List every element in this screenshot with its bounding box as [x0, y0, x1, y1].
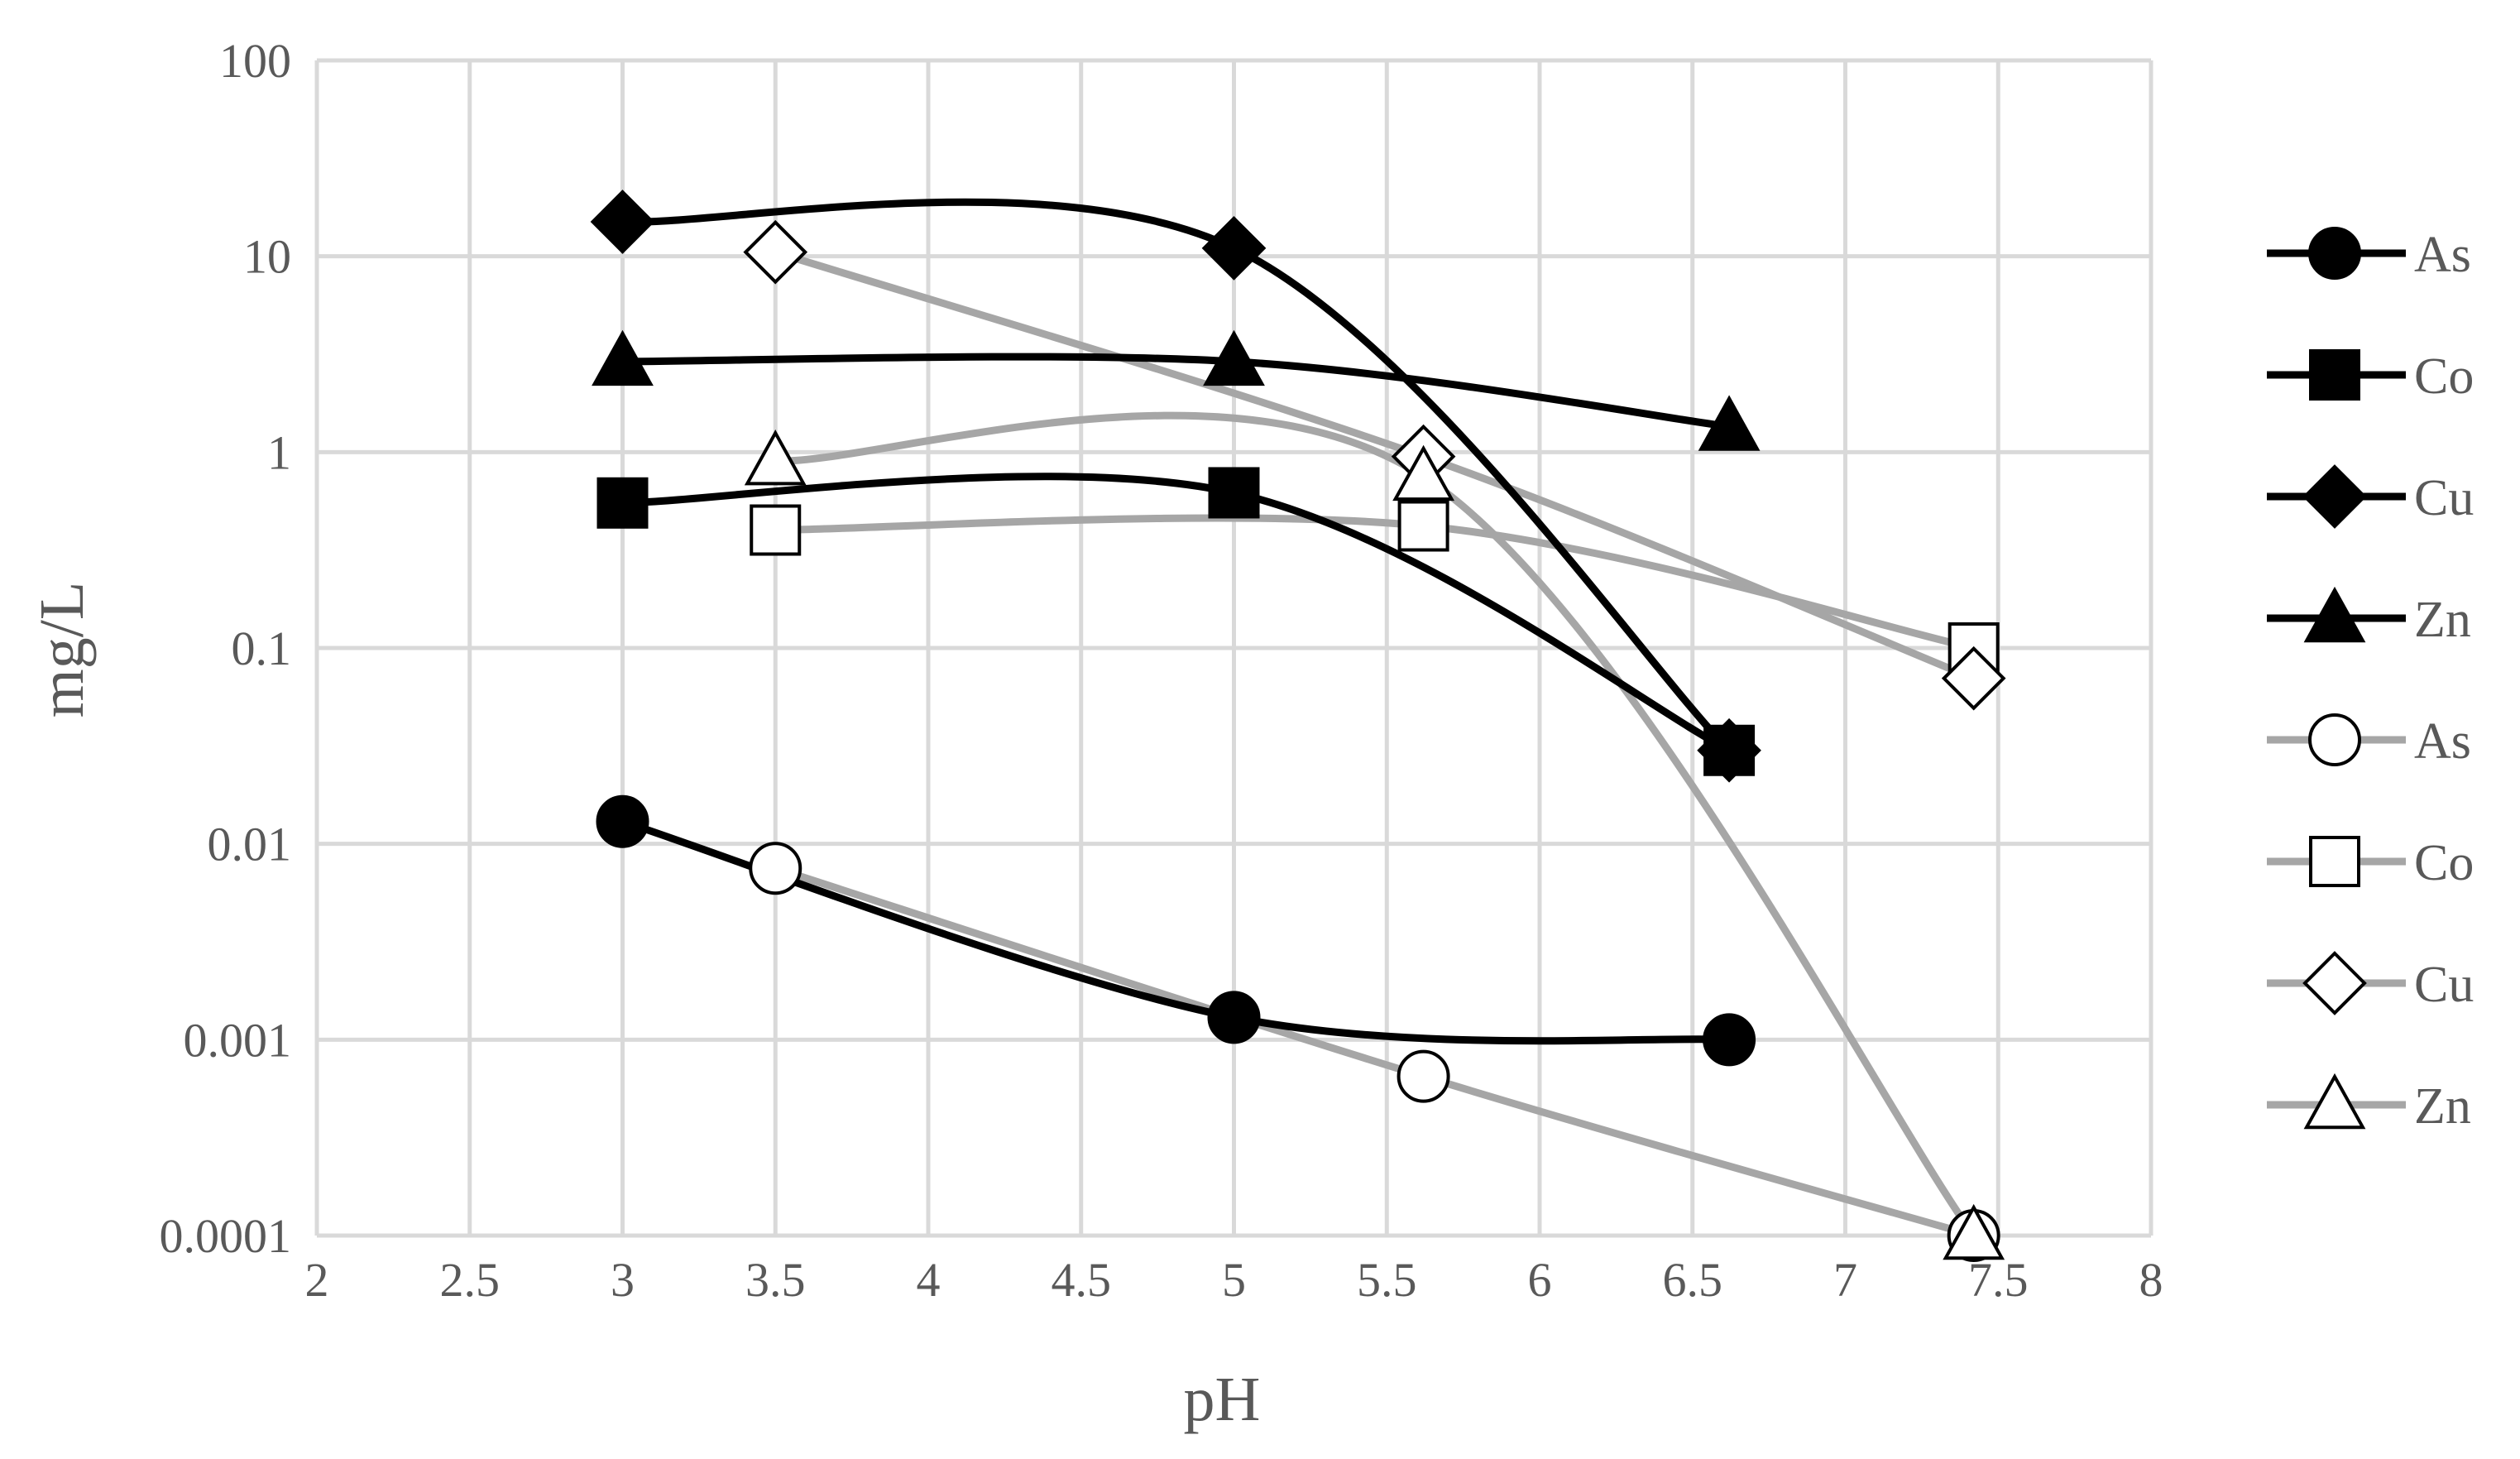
legend-marker: [2308, 713, 2361, 766]
data-point-zn: [1698, 395, 1761, 451]
data-point-co: [596, 477, 649, 529]
data-point-co: [1397, 500, 1449, 552]
series-lines: [619, 198, 1978, 1240]
series-line-zn: [771, 411, 1978, 1240]
y-tick-label: 10: [243, 230, 291, 284]
legend-item: Co: [2267, 835, 2474, 891]
x-axis-title: pH: [1184, 1365, 1261, 1434]
legend-marker: [2309, 836, 2360, 887]
data-point-cu: [1941, 646, 2006, 711]
legend-item: As: [2267, 713, 2471, 770]
y-tick-label: 100: [219, 34, 291, 88]
legend-label: Zn: [2414, 1078, 2471, 1135]
legend-marker: [2303, 1073, 2366, 1130]
legend-label: Zn: [2414, 592, 2471, 648]
legend-item: Zn: [2267, 586, 2471, 648]
legend-label: Cu: [2414, 470, 2474, 526]
series-line-cu: [771, 248, 1978, 683]
y-axis-title: mg/L: [27, 582, 97, 718]
x-tick-label: 7: [1833, 1253, 1857, 1307]
gridlines: [314, 58, 2153, 1238]
data-point-zn: [1392, 444, 1454, 502]
legend-label: As: [2414, 713, 2471, 770]
legend-marker: [2308, 227, 2361, 280]
x-tick-label: 6.5: [1663, 1253, 1723, 1307]
x-tick-label: 4.5: [1052, 1253, 1112, 1307]
x-axis-tick-labels: 2 2.5 3 3.5 4 4.5 5 5.5 6 6.5 7 7.5 8: [305, 1253, 2163, 1307]
y-tick-label: 0.01: [208, 818, 292, 871]
x-tick-label: 5: [1222, 1253, 1246, 1307]
series-markers: [590, 190, 2006, 1262]
data-point-as: [1703, 1013, 1756, 1067]
x-tick-label: 8: [2139, 1253, 2163, 1307]
legend-label: Cu: [2414, 957, 2474, 1013]
data-point-zn: [592, 329, 654, 386]
data-point-cu: [590, 190, 655, 254]
legend-item: As: [2267, 227, 2471, 283]
x-tick-label: 3: [611, 1253, 635, 1307]
series-line-co: [771, 514, 1978, 652]
legend-label: As: [2414, 227, 2471, 283]
data-point-as: [749, 842, 802, 895]
data-point-as: [596, 794, 649, 848]
y-axis-tick-labels: 0.0001 0.001 0.01 0.1 1 10 100: [160, 34, 292, 1263]
y-tick-label: 0.0001: [160, 1209, 292, 1263]
legend: As Co Cu Zn As Co Cu Zn: [2267, 227, 2474, 1135]
data-point-cu: [1201, 216, 1267, 281]
data-point-zn: [744, 430, 807, 486]
y-tick-label: 1: [267, 425, 291, 479]
x-tick-label: 5.5: [1357, 1253, 1417, 1307]
x-tick-label: 2: [305, 1253, 329, 1307]
legend-marker: [2303, 586, 2366, 643]
legend-label: Co: [2414, 835, 2474, 891]
data-point-zn: [1943, 1203, 2005, 1260]
legend-marker: [2302, 464, 2367, 529]
legend-label: Co: [2414, 348, 2474, 405]
y-tick-label: 0.001: [184, 1013, 292, 1067]
legend-marker: [2302, 951, 2367, 1015]
legend-item: Cu: [2267, 464, 2474, 529]
data-point-as: [1207, 991, 1261, 1044]
x-tick-label: 2.5: [440, 1253, 501, 1307]
y-tick-label: 0.1: [232, 622, 292, 675]
legend-marker: [2309, 349, 2360, 401]
x-tick-label: 7.5: [1968, 1253, 2029, 1307]
legend-item: Co: [2267, 348, 2474, 405]
data-point-cu: [743, 219, 808, 285]
legend-item: Zn: [2267, 1073, 2471, 1135]
data-point-co: [1208, 467, 1260, 519]
data-point-co: [750, 504, 802, 556]
data-point-as: [1397, 1049, 1450, 1103]
x-tick-label: 3.5: [745, 1253, 806, 1307]
legend-item: Cu: [2267, 951, 2474, 1015]
x-tick-label: 4: [917, 1253, 941, 1307]
series-line-as: [771, 864, 1978, 1240]
x-tick-label: 6: [1528, 1253, 1552, 1307]
data-point-cu: [1697, 718, 1761, 783]
data-point-zn: [1203, 329, 1265, 386]
